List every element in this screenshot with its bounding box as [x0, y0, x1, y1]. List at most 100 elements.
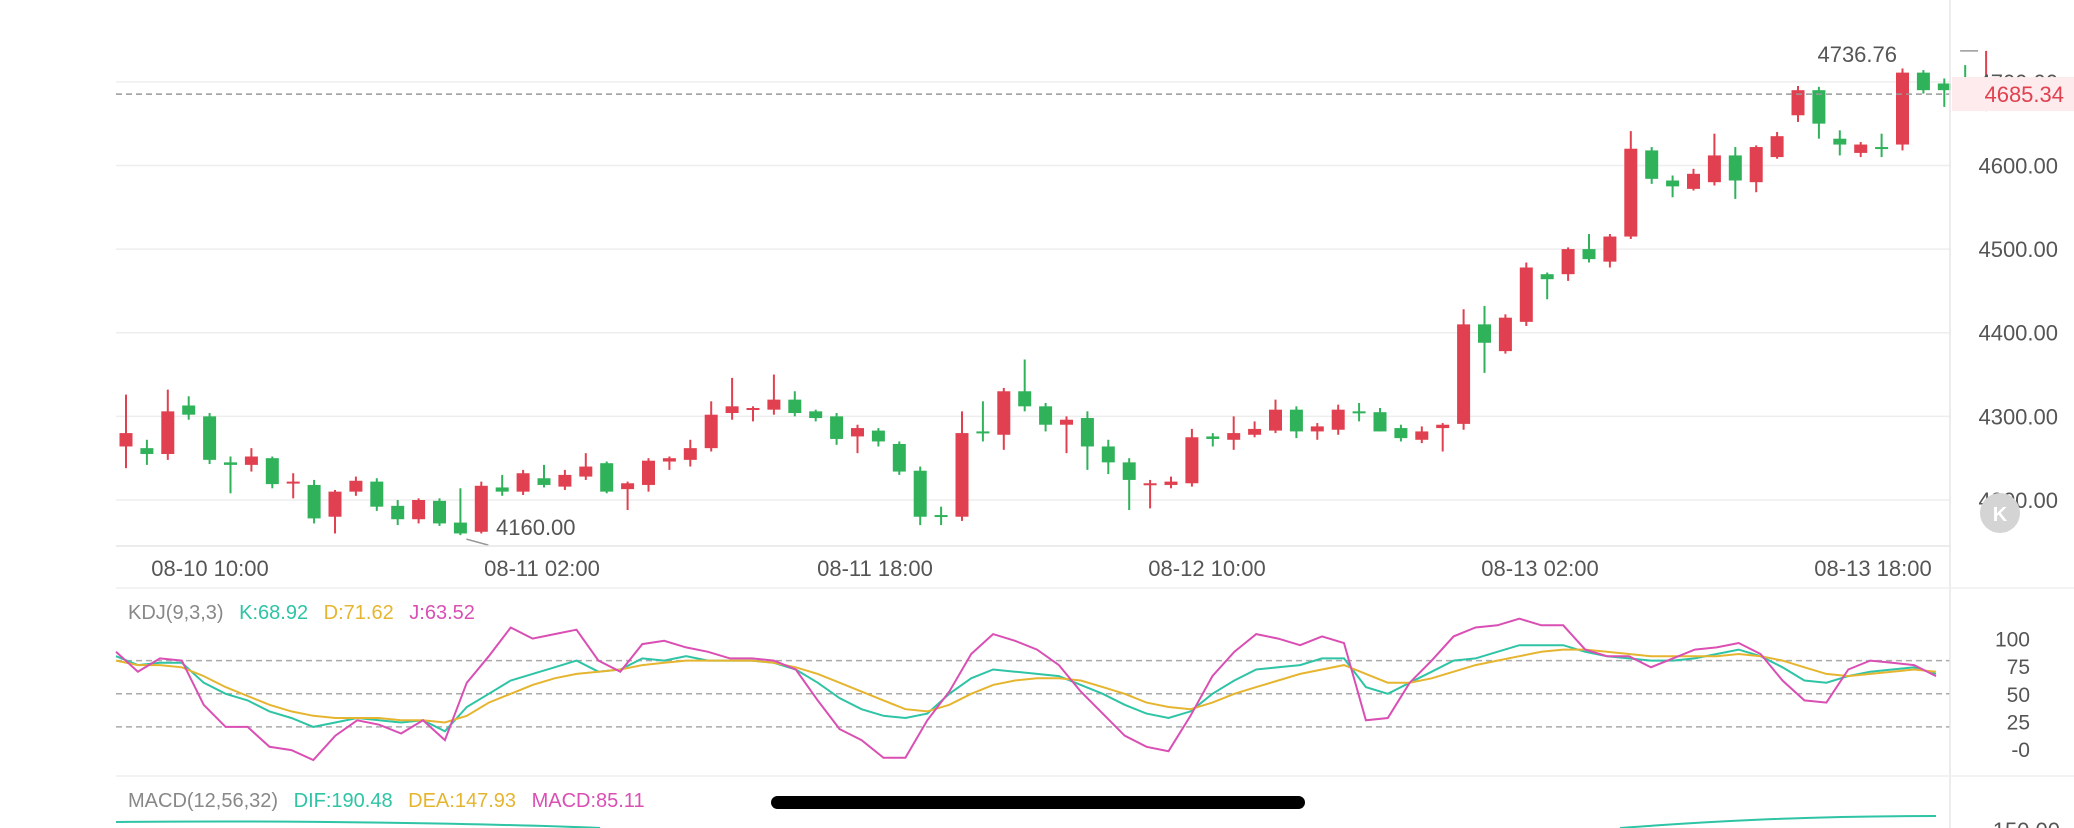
candle-body [1687, 173, 1700, 189]
candle-body [558, 474, 572, 487]
candle-body [1540, 274, 1554, 280]
candle-body [871, 430, 885, 442]
time-tick-label: 08-12 10:00 [1148, 556, 1265, 581]
candle-body [391, 505, 405, 520]
candle-body [1331, 409, 1345, 430]
candle-body [1101, 446, 1115, 463]
price-axis: 4200.004300.004400.004500.004600.004700.… [1978, 70, 2058, 513]
candle-body [683, 448, 697, 460]
candle-body [182, 405, 196, 415]
kdj-j-line [115, 617, 1937, 762]
candle-body [1791, 90, 1805, 116]
candle-body [1227, 433, 1241, 440]
candle-body [1582, 249, 1596, 260]
candle-body [1018, 391, 1032, 407]
macd-macd-value: MACD:85.11 [531, 790, 645, 812]
candle-body [1415, 431, 1429, 440]
candle-body [1854, 144, 1868, 153]
candle-body [913, 470, 927, 517]
candle-body [1143, 483, 1157, 486]
candle-body [1060, 419, 1073, 425]
kdj-panel: 100 75 50 25 -0 [115, 617, 2030, 762]
last-price-tag [1952, 77, 2074, 112]
candle-body [1310, 426, 1324, 432]
candle-body [1289, 409, 1303, 432]
candle-body [725, 406, 739, 414]
price-tick-label: 4500.00 [1978, 237, 2058, 262]
candle-body [1812, 90, 1826, 124]
candle-body [1122, 462, 1136, 480]
low-price-label: 4160.00 [496, 515, 576, 540]
candle-body [600, 463, 614, 492]
candle-body [621, 483, 635, 490]
time-tick-label: 08-10 10:00 [151, 556, 268, 581]
candle-body [1185, 437, 1199, 484]
home-indicator[interactable] [771, 796, 1305, 809]
candles [119, 50, 1993, 536]
candle-body [704, 414, 718, 449]
macd-dif-line-right [1619, 815, 1937, 828]
time-tick-label: 08-11 18:00 [817, 556, 933, 581]
high-price-label: 4736.76 [1817, 42, 1897, 67]
candle-body [1206, 436, 1220, 439]
macd-dea-value: DEA:147.93 [408, 790, 516, 812]
time-tick-label: 08-13 02:00 [1481, 556, 1598, 581]
candle-body [934, 515, 948, 518]
kdj-legend: KDJ(9,3,3) K:68.92 D:71.62 J:63.52 [128, 602, 485, 625]
candle-body [1833, 138, 1847, 145]
candle-body [851, 428, 864, 437]
candle-body [140, 448, 154, 454]
price-tick-label: 4300.00 [1978, 404, 2058, 429]
k-mode-icon: K [1993, 504, 2008, 526]
candle-body [537, 478, 551, 485]
candle-body [830, 416, 844, 439]
low-marker-line [466, 538, 489, 546]
candle-body [265, 458, 279, 485]
macd-dif-line [115, 820, 601, 828]
candle-body [1916, 72, 1930, 91]
candle-body [1749, 147, 1763, 183]
candle-body [1352, 411, 1366, 414]
candle-body [474, 485, 488, 532]
candle-body [1666, 180, 1680, 187]
candle-body [328, 491, 342, 517]
candle-body [516, 473, 530, 492]
candle-body [1039, 406, 1053, 425]
candle-body [1937, 83, 1951, 91]
candle-body [1248, 428, 1262, 435]
main-grid [116, 81, 1950, 501]
candle-body [244, 456, 258, 465]
k-mode-button[interactable] [1980, 493, 2020, 533]
last-price-value: 4685.34 [1984, 82, 2064, 107]
candle-body [642, 460, 655, 485]
candle-body [1394, 428, 1408, 439]
candle-body [662, 458, 676, 462]
candle-body [955, 433, 969, 517]
candle-body [579, 466, 593, 477]
candle-body [1728, 155, 1742, 181]
candle-body [809, 411, 823, 419]
candle-body [1645, 150, 1659, 179]
candle-body [976, 431, 990, 434]
macd-tick-label: 150.00 [1993, 818, 2060, 828]
candle-body [1373, 412, 1387, 432]
macd-dif-value: DIF:190.48 [293, 790, 393, 812]
price-tick-label: 4400.00 [1978, 321, 2058, 346]
candle-body [1080, 418, 1094, 447]
candle-body [453, 522, 467, 534]
candle-body [1561, 249, 1575, 275]
chart-mode-button[interactable]: K [1980, 493, 2020, 533]
candle-body [997, 391, 1011, 435]
candle-body [746, 408, 760, 410]
candle-body [1875, 147, 1889, 150]
candle-body [495, 487, 509, 492]
candle-body [892, 443, 906, 472]
candle-body [119, 433, 133, 447]
candle-body [1707, 155, 1721, 183]
candle-body [1478, 324, 1491, 343]
candle-body [412, 500, 426, 520]
kdj-k-value: K:68.92 [239, 602, 309, 624]
candle-body [203, 416, 217, 460]
candle-body [1164, 481, 1178, 485]
